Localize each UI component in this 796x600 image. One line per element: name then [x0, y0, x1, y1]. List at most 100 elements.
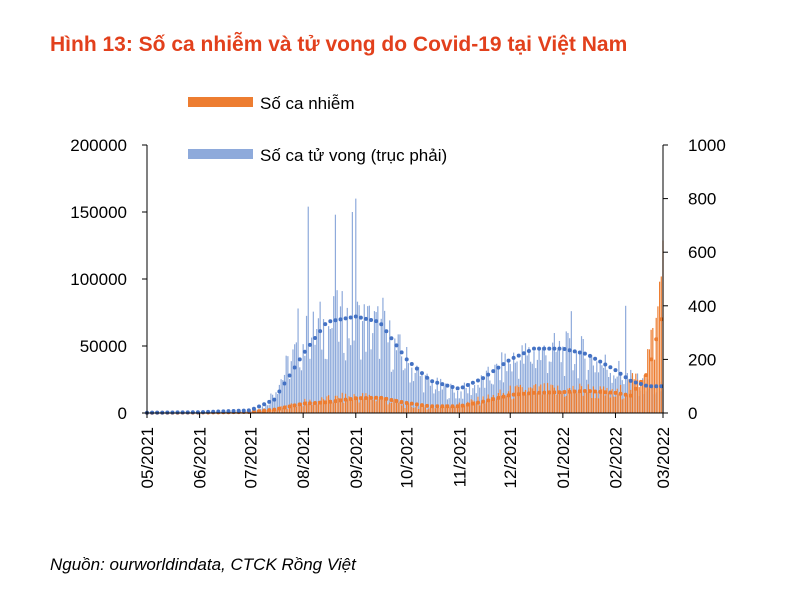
death-bar [329, 329, 331, 413]
case-ma-point [450, 404, 455, 409]
case-ma-point [491, 397, 496, 402]
case-bar [594, 398, 596, 413]
x-tick-label: 07/2021 [242, 427, 261, 488]
death-ma-point [221, 409, 226, 414]
death-bar [487, 366, 489, 413]
y-right-tick-label: 800 [688, 190, 716, 209]
case-bar [597, 398, 600, 413]
case-bar [633, 379, 635, 413]
case-bar [608, 392, 610, 413]
y-right-tick-label: 1000 [688, 136, 726, 155]
death-bar [328, 326, 330, 413]
case-ma-point [399, 399, 404, 404]
case-ma-point [333, 399, 338, 404]
case-bar [407, 403, 409, 413]
case-bar [589, 390, 591, 413]
y-left-tick-label: 0 [118, 404, 127, 423]
death-ma-point [241, 408, 246, 413]
case-bar [579, 383, 581, 413]
death-bar [436, 377, 438, 413]
case-bar [299, 406, 301, 413]
case-bar [548, 390, 550, 413]
death-ma-point [389, 336, 394, 341]
death-bar [563, 375, 566, 413]
case-ma-point [496, 395, 501, 400]
case-bar [321, 397, 323, 413]
case-bar [652, 327, 654, 413]
death-bar [373, 311, 376, 413]
case-ma-point [272, 407, 277, 412]
case-bar [504, 395, 506, 413]
case-bar [292, 403, 294, 413]
deaths-bars [146, 198, 664, 413]
death-bar [538, 349, 540, 413]
case-ma-point [633, 386, 638, 391]
death-ma-point [628, 378, 633, 383]
death-bar [553, 333, 555, 413]
x-tick-label: 09/2021 [347, 427, 366, 488]
death-bar [316, 329, 318, 413]
case-bar [333, 402, 335, 413]
death-bar [273, 398, 275, 413]
case-bar [370, 399, 372, 413]
case-bar [365, 393, 367, 413]
case-bar [305, 401, 308, 413]
case-bar [424, 407, 426, 413]
death-ma-point [369, 317, 374, 322]
case-bar [277, 407, 279, 413]
case-bar [331, 402, 333, 413]
case-bar [455, 406, 457, 413]
case-bar [414, 407, 416, 413]
death-bar [513, 352, 515, 413]
case-bar [557, 385, 559, 413]
death-bar [305, 315, 308, 413]
case-ma-point [598, 389, 603, 394]
death-bar [404, 368, 406, 413]
death-bar [380, 318, 382, 413]
case-ma-point [404, 400, 409, 405]
death-bar [524, 343, 527, 413]
case-bar [577, 391, 579, 413]
case-ma-point [628, 393, 633, 398]
case-bar [324, 402, 326, 413]
death-ma-point [430, 379, 435, 384]
death-ma-point [486, 372, 491, 377]
case-bar [645, 374, 647, 413]
case-bar [487, 394, 489, 413]
death-ma-point [481, 376, 486, 381]
death-bar [322, 319, 325, 413]
case-bar [309, 399, 311, 413]
death-bar [426, 373, 428, 413]
death-bar [473, 385, 476, 413]
death-ma-point [358, 315, 363, 320]
case-ma-point [623, 392, 628, 397]
case-ma-point [501, 394, 506, 399]
x-tick-label: 05/2021 [138, 427, 157, 488]
death-bar [569, 338, 571, 413]
death-bar [407, 363, 409, 413]
death-bar [507, 359, 510, 413]
death-ma-point [170, 410, 175, 415]
case-ma-point [419, 403, 424, 408]
case-bar [401, 405, 403, 413]
case-bar [511, 399, 513, 413]
death-bar [312, 311, 314, 413]
death-ma-point [460, 385, 465, 390]
case-bar [404, 408, 406, 413]
death-ma-point [532, 346, 536, 351]
x-tick-label: 12/2021 [501, 427, 520, 488]
case-bar [316, 404, 318, 413]
death-bar [414, 372, 416, 413]
death-ma-point [470, 380, 475, 385]
death-bar [299, 367, 301, 413]
case-ma-point [649, 357, 654, 362]
case-ma-point [430, 404, 435, 409]
case-bar [574, 393, 576, 413]
death-bar [457, 390, 459, 413]
death-bar [385, 333, 387, 413]
case-ma-point [440, 404, 445, 409]
case-bar [297, 403, 299, 413]
case-bar [368, 394, 370, 413]
case-bar [606, 387, 608, 413]
y-left-tick-label: 50000 [80, 337, 127, 356]
